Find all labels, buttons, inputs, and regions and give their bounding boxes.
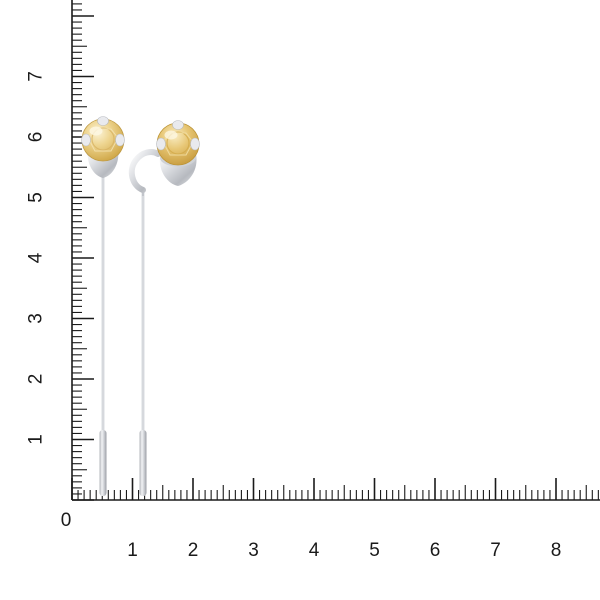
horizontal-ruler-labels: 1 2 3 4 5 6 7 8: [127, 540, 561, 561]
horizontal-ruler-label: 7: [490, 540, 501, 561]
vertical-ruler-label: 4: [26, 252, 47, 263]
horizontal-ruler-label: 8: [551, 540, 562, 561]
horizontal-ruler-label: 6: [430, 540, 441, 561]
horizontal-ruler-label: 5: [369, 540, 380, 561]
vertical-ruler-label: 2: [26, 374, 47, 385]
right-earring-drop-bar: [139, 430, 147, 496]
horizontal-ruler-label: 3: [248, 540, 259, 561]
ruler-origin-label: 0: [61, 510, 72, 531]
horizontal-ruler-label: 1: [127, 540, 138, 561]
right-earring-prongs: [156, 120, 200, 151]
left-earring: [81, 116, 125, 496]
vertical-ruler-label: 7: [26, 71, 47, 82]
vertical-ruler-label: 6: [26, 132, 47, 143]
vertical-ruler-ticks: [72, 3, 94, 501]
ruler-axis-lines: [71, 0, 600, 501]
horizontal-ruler-label: 4: [309, 540, 320, 561]
left-earring-prongs: [81, 116, 125, 147]
right-earring-hook: [128, 149, 161, 193]
horizontal-ruler-label: 2: [188, 540, 199, 561]
vertical-ruler-labels: 1 2 3 4 5 6 7: [26, 71, 47, 445]
horizontal-ruler-ticks: [71, 478, 599, 500]
left-earring-drop-bar: [99, 430, 107, 496]
right-earring: [128, 120, 200, 496]
vertical-ruler-label: 1: [26, 434, 47, 445]
vertical-ruler-label: 3: [26, 313, 47, 324]
vertical-ruler-label: 5: [26, 192, 47, 203]
